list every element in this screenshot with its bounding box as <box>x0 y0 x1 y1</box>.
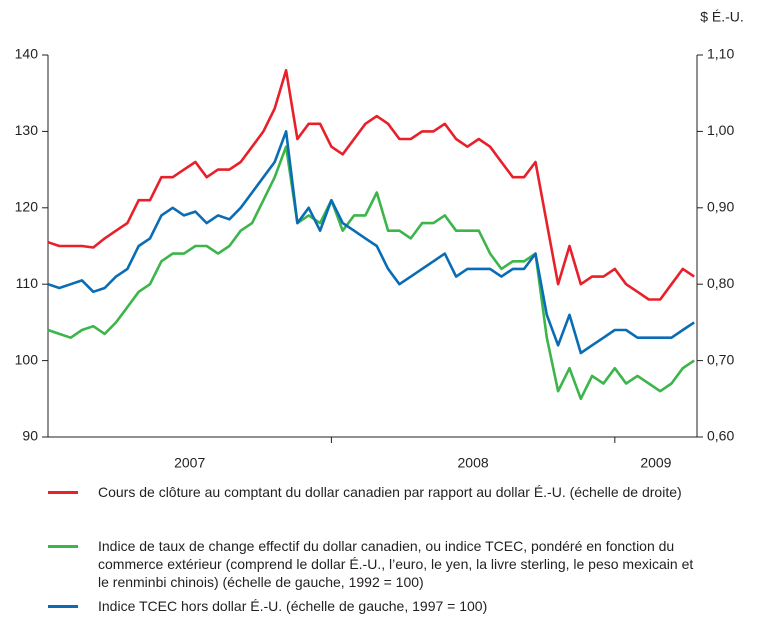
legend-label: Indice TCEC hors dollar É.-U. (échelle d… <box>98 598 488 614</box>
y2-tick-label: 1,00 <box>707 122 734 138</box>
y2-tick-label: 0,80 <box>707 275 734 291</box>
y-tick-label: 140 <box>15 46 39 62</box>
y2-tick-label: 0,90 <box>707 199 734 215</box>
legend-swatch <box>48 605 78 608</box>
y2-tick-label: 0,70 <box>707 351 734 367</box>
legend-label: Indice de taux de change effectif du dol… <box>98 538 694 590</box>
legend-swatch <box>48 545 78 548</box>
y2-unit: $ É.-U. <box>700 9 744 25</box>
y-tick-label: 120 <box>15 199 39 215</box>
y-tick-label: 130 <box>15 122 39 138</box>
series-line <box>47 145 695 401</box>
chart: $ É.-U. 90 100 110 120 130 140 0,60 0,70 0,80 0,9… <box>15 9 744 471</box>
x-tick-label: 2009 <box>640 455 671 470</box>
y2-tick-label: 1,10 <box>707 46 734 62</box>
y-tick-label: 90 <box>22 428 38 444</box>
series-line <box>47 130 695 355</box>
x-tick-label: 2008 <box>458 455 489 470</box>
x-tick-label: 2007 <box>174 455 205 470</box>
y-tick-label: 110 <box>16 275 39 291</box>
y2-tick-label: 0,60 <box>707 428 734 444</box>
legend-swatch <box>48 491 78 494</box>
legend-label: Cours de clôture au comptant du dollar c… <box>98 484 682 500</box>
y-tick-label: 100 <box>15 351 39 367</box>
series-line <box>47 69 695 301</box>
